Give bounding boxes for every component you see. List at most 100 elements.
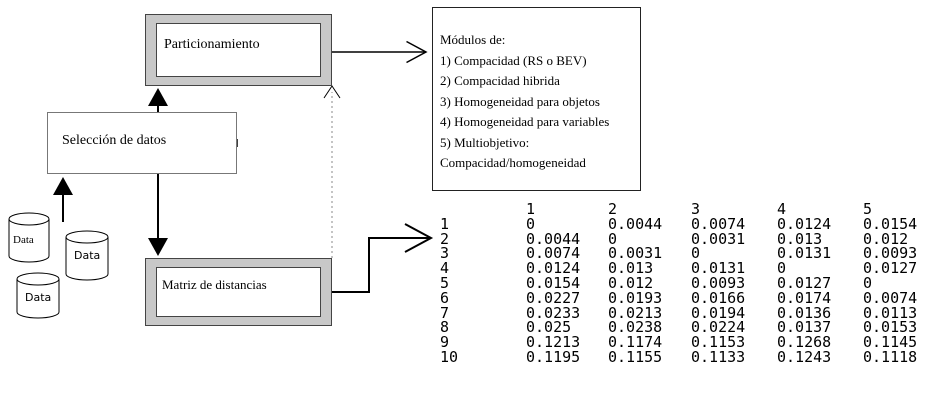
row-label: 3 [440,244,450,263]
row-label: 10 [440,347,459,366]
table-cell: 0 [863,273,873,292]
table-cell: 0.0193 [608,288,663,307]
modulos-line: 1) Compacidad (RS o BEV) [440,52,587,68]
table-cell: 0 [777,259,787,278]
table-cell: 0.0136 [777,303,832,322]
seleccion-box: Selección de datos [47,112,237,174]
table-cell: 0.0074 [526,244,581,263]
table-cell: 0.1213 [526,333,581,352]
table-cell: 0.1243 [777,347,832,366]
distance-matrix-table: 1 2 3 4 5 1 0 0.0044 0.0074 0.0124 0.015… [440,202,923,365]
row-label: 2 [440,229,450,248]
table-row: 9 0.1213 0.1174 0.1153 0.1268 0.1145 [440,335,923,350]
modulos-line: Compacidad/homogeneidad [440,155,586,170]
column-header: 3 [691,200,701,218]
table-header-row: 1 2 3 4 5 [440,202,923,217]
table-row: 10 0.1195 0.1155 0.1133 0.1243 0.1118 [440,350,923,365]
table-cell: 0.0213 [608,303,663,322]
table-cell: 0.0074 [863,288,918,307]
particionamiento-label: Particionamiento [164,37,260,52]
column-header: 4 [777,200,787,218]
table-cell: 0.0131 [691,259,746,278]
table-cell: 0.0137 [777,318,832,337]
table-cell: 0.012 [863,229,909,248]
table-cell: 0.0127 [777,273,832,292]
table-cell: 0.0044 [526,229,581,248]
modulos-line: 2) Compacidad hibrida [440,73,560,88]
dotted-feedback-arrowhead [323,85,341,99]
table-cell: 0.0174 [777,288,832,307]
table-row: 7 0.0233 0.0213 0.0194 0.0136 0.0113 [440,303,923,322]
table-cell: 0.1118 [863,347,918,366]
modulos-lines: Módulos de: 1) Compacidad (RS o BEV) 2) … [440,30,609,174]
table-cell: 0.0044 [608,214,663,233]
seleccion-label: Selección de datos [62,133,167,148]
database-icon: Data [65,230,109,282]
table-row: 1 0 0.0044 0.0074 0.0124 0.0154 [440,214,923,233]
column-header: 1 [526,200,536,218]
modulos-line: Módulos de: [440,32,506,47]
matriz-box: Matriz de distancias [145,258,332,326]
table-cell: 0.0194 [691,303,746,322]
table-row: 8 0.025 0.0238 0.0224 0.0137 0.0153 [440,320,923,335]
database-label: Data [25,291,52,304]
table-cell: 0.1145 [863,333,918,352]
matriz-label: Matriz de distancias [162,277,267,292]
column-header: 5 [863,200,873,218]
table-row: 5 0.0154 0.012 0.0093 0.0127 0 [440,276,923,291]
table-cell: 0.1155 [608,347,663,366]
table-cell: 0.013 [777,229,823,248]
table-cell: 0.0031 [691,229,746,248]
table-cell: 0.0154 [863,214,918,233]
matriz-inner [156,267,321,317]
table-cell: 0.0127 [863,259,918,278]
particionamiento-inner [156,23,321,77]
arrow-matriz-to-table [332,223,434,293]
row-label: 9 [440,333,450,352]
table-cell: 0.025 [526,318,572,337]
row-label: 6 [440,288,450,307]
table-cell: 0.1268 [777,333,832,352]
table-cell: 0 [608,229,618,248]
table-row: 2 0.0044 0 0.0031 0.013 0.012 [440,229,923,248]
row-label: 8 [440,318,450,337]
table-cell: 0.1153 [691,333,746,352]
modulos-line: 4) Homogeneidad para variables [440,114,610,129]
table-cell: 0.0124 [777,214,832,233]
table-cell: 0.012 [608,273,654,292]
table-cell: 0.1174 [608,333,663,352]
database-label: Data [74,249,101,262]
particionamiento-box: Particionamiento [145,14,332,86]
row-label: 1 [440,214,450,233]
column-header: 2 [608,200,618,218]
modulos-box: Módulos de: 1) Compacidad (RS o BEV) 2) … [432,7,641,191]
table-cell: 0.0131 [777,244,832,263]
modulos-line: 5) Multiobjetivo: [440,134,530,150]
table-cell: 0.0154 [526,273,581,292]
table-cell: 0.0224 [691,318,746,337]
table-row: 6 0.0227 0.0193 0.0166 0.0174 0.0074 [440,288,923,307]
table-cell: 0.0093 [691,273,746,292]
database-icon: Data [16,272,60,320]
table-cell: 0.0124 [526,259,581,278]
row-label: 4 [440,259,450,278]
table-row: 4 0.0124 0.013 0.0131 0 0.0127 [440,261,923,276]
table-cell: 0.0233 [526,303,581,322]
modulos-line: 3) Homogeneidad para objetos [440,93,600,109]
table-cell: 0.0031 [608,244,663,263]
table-cell: 0.1133 [691,347,746,366]
table-cell: 0.0153 [863,318,918,337]
table-cell: 0.1195 [526,347,581,366]
table-cell: 0 [526,214,536,233]
table-cell: 0.0166 [691,288,746,307]
table-cell: 0.013 [608,259,654,278]
row-label: 7 [440,303,450,322]
row-label: 5 [440,273,450,292]
table-cell: 0.0238 [608,318,663,337]
table-cell: 0.0074 [691,214,746,233]
database-icon: Data [8,212,50,264]
table-cell: 0.0093 [863,244,918,263]
table-cell: 0.0113 [863,303,918,322]
table-row: 3 0.0074 0.0031 0 0.0131 0.0093 [440,246,923,261]
